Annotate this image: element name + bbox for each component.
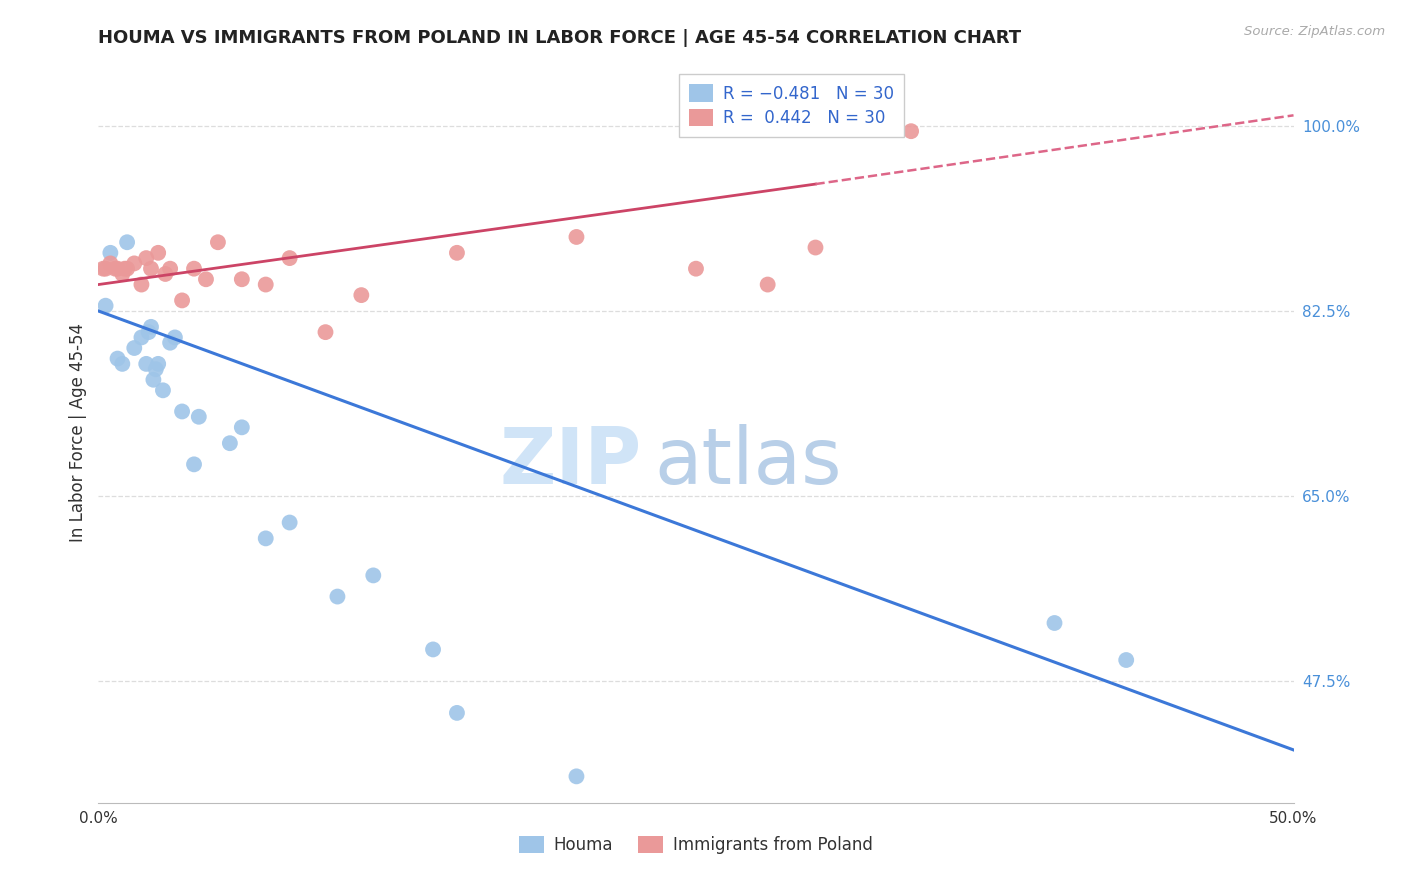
Point <box>804 240 827 254</box>
Point <box>115 235 138 250</box>
Point <box>94 261 117 276</box>
Point <box>254 277 277 292</box>
Point <box>685 261 707 276</box>
Point <box>91 261 114 276</box>
Point <box>111 357 134 371</box>
Point <box>326 590 349 604</box>
Point <box>111 267 134 281</box>
Point <box>183 261 205 276</box>
Point <box>98 245 122 260</box>
Point <box>115 261 138 276</box>
Point <box>315 325 337 339</box>
Point <box>446 706 468 720</box>
Point <box>131 277 153 292</box>
Point <box>159 261 181 276</box>
Point <box>94 299 117 313</box>
Text: Source: ZipAtlas.com: Source: ZipAtlas.com <box>1244 25 1385 38</box>
Point <box>187 409 209 424</box>
Point <box>350 288 373 302</box>
Point <box>1115 653 1137 667</box>
Text: ZIP: ZIP <box>501 425 643 500</box>
Point <box>756 277 779 292</box>
Point <box>135 357 157 371</box>
Point <box>278 516 301 530</box>
Point <box>114 261 136 276</box>
Point <box>565 230 588 244</box>
Point <box>900 124 922 138</box>
Point <box>152 384 174 398</box>
Point <box>124 341 146 355</box>
Point <box>104 261 127 276</box>
Point <box>195 272 218 286</box>
Point <box>278 251 301 265</box>
Point <box>207 235 229 250</box>
Point <box>98 256 122 270</box>
Point <box>172 404 194 418</box>
Point <box>148 245 170 260</box>
Point <box>446 245 468 260</box>
Text: atlas: atlas <box>654 425 842 500</box>
Point <box>163 330 186 344</box>
Point <box>1043 615 1066 630</box>
Point <box>124 256 146 270</box>
Point <box>231 272 253 286</box>
Point <box>139 261 162 276</box>
Point <box>142 373 165 387</box>
Y-axis label: In Labor Force | Age 45-54: In Labor Force | Age 45-54 <box>69 323 87 542</box>
Point <box>219 436 242 450</box>
Point <box>565 769 588 783</box>
Point <box>145 362 167 376</box>
Point <box>254 532 277 546</box>
Legend: R = −0.481   N = 30, R =  0.442   N = 30: R = −0.481 N = 30, R = 0.442 N = 30 <box>679 74 904 137</box>
Point <box>138 325 160 339</box>
Point <box>231 420 253 434</box>
Point <box>159 335 181 350</box>
Point <box>183 458 205 472</box>
Point <box>155 267 177 281</box>
Point <box>363 568 385 582</box>
Point <box>131 330 153 344</box>
Point <box>107 261 129 276</box>
Point <box>139 319 162 334</box>
Point <box>422 642 444 657</box>
Point <box>148 357 170 371</box>
Text: HOUMA VS IMMIGRANTS FROM POLAND IN LABOR FORCE | AGE 45-54 CORRELATION CHART: HOUMA VS IMMIGRANTS FROM POLAND IN LABOR… <box>98 29 1022 47</box>
Point <box>135 251 157 265</box>
Point <box>107 351 129 366</box>
Point <box>172 293 194 308</box>
